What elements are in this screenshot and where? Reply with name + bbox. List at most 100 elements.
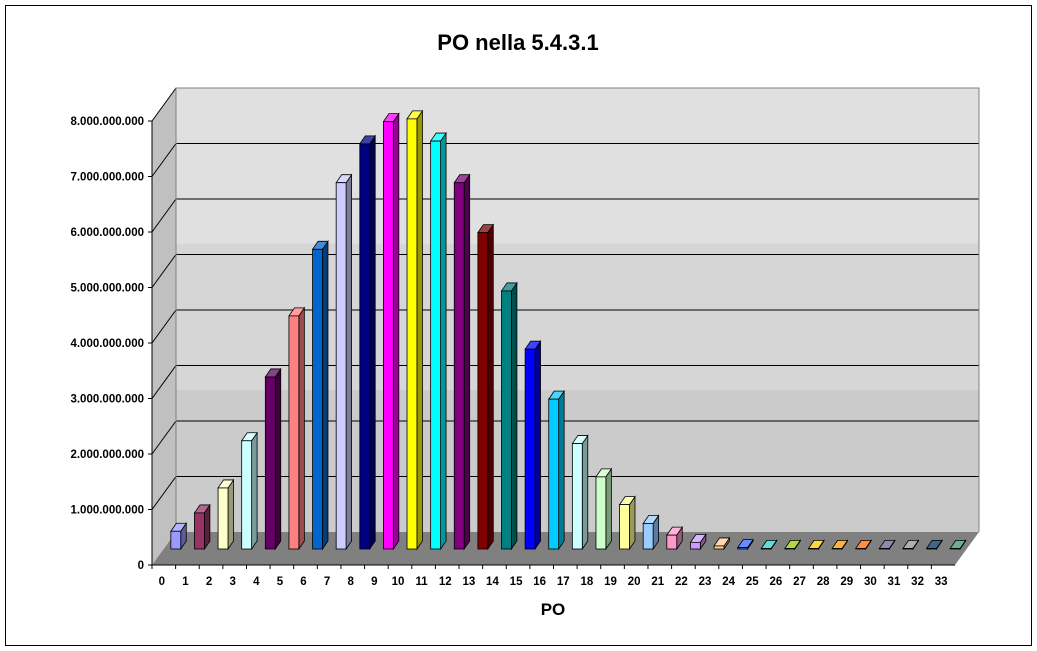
- bar-front: [642, 523, 654, 550]
- bar-side: [392, 112, 400, 551]
- bar-front: [501, 290, 512, 550]
- bar-side: [298, 306, 305, 551]
- y-tick-label: 1.000.000.000: [70, 505, 144, 517]
- bar: [878, 539, 896, 551]
- bar-side: [463, 173, 471, 551]
- bar: [406, 109, 424, 551]
- x-tick-label: 1: [182, 576, 189, 588]
- x-tick-label: 32: [911, 576, 924, 588]
- bar: [382, 112, 400, 551]
- bar-side: [440, 131, 447, 551]
- bar: [595, 467, 613, 551]
- bar-side: [487, 223, 494, 551]
- x-tick-label: 17: [557, 576, 570, 588]
- bar-side: [227, 478, 234, 551]
- bar-side: [274, 367, 282, 551]
- bar-front: [690, 541, 701, 550]
- bar-side: [322, 240, 329, 551]
- bar-side: [629, 495, 636, 551]
- bar-front: [949, 548, 961, 550]
- gridline: [151, 87, 177, 122]
- gridline: [151, 198, 177, 233]
- bar-front: [878, 548, 890, 550]
- chart-title: PO nella 5.4.3.1: [437, 30, 598, 55]
- y-tick-label: 8.000.000.000: [70, 116, 144, 128]
- x-tick-label: 21: [651, 576, 664, 588]
- x-tick-label: 2: [206, 576, 212, 588]
- bar: [477, 223, 495, 551]
- x-tick-label: 29: [840, 576, 853, 588]
- bar-front: [264, 376, 276, 550]
- bar-front: [453, 182, 465, 550]
- x-tick-label: 22: [675, 576, 688, 588]
- plot-area: [151, 87, 980, 565]
- bar-front: [217, 487, 229, 550]
- bar-front: [548, 398, 560, 550]
- bar-side: [605, 467, 612, 551]
- y-tick-label: 2.000.000.000: [70, 449, 144, 461]
- bar: [359, 134, 376, 551]
- x-tick-label: 13: [462, 576, 475, 588]
- bar-front: [359, 143, 371, 550]
- bar: [240, 431, 258, 551]
- wall-outline: [175, 87, 980, 532]
- gridline: [151, 476, 177, 510]
- x-tick-label: 7: [324, 576, 330, 588]
- x-tick-label: 28: [817, 576, 830, 588]
- bar: [713, 536, 731, 551]
- bar-front: [595, 476, 607, 550]
- bar: [524, 339, 542, 551]
- bar-front: [170, 530, 182, 550]
- bar-front: [619, 504, 630, 550]
- gridline: [151, 309, 177, 344]
- x-tick-label: 24: [722, 576, 735, 588]
- x-tick-label: 11: [416, 576, 429, 588]
- bar: [666, 525, 683, 551]
- bar: [831, 539, 849, 551]
- bar: [571, 434, 589, 551]
- y-tick-label: 0: [138, 560, 144, 572]
- x-tick-label: 26: [769, 576, 782, 588]
- y-axis: 0 1.000.000.000 2.000.000.000 3.000.000.000…: [70, 116, 152, 572]
- bar-side: [581, 434, 589, 551]
- bar: [547, 389, 565, 551]
- x-tick-label: 23: [699, 576, 712, 588]
- x-tick-label: 27: [793, 576, 806, 588]
- bar-front: [737, 547, 748, 550]
- bar-front: [666, 534, 678, 550]
- bar: [335, 173, 353, 551]
- x-tick-label: 16: [533, 576, 546, 588]
- bar: [429, 131, 447, 551]
- bar-front: [760, 548, 772, 550]
- y-tick-label: 7.000.000.000: [70, 172, 144, 184]
- bar-side: [345, 173, 352, 551]
- bar-front: [808, 548, 819, 550]
- bar-front: [902, 548, 914, 550]
- gridline: [151, 365, 177, 399]
- bar-front: [383, 121, 394, 550]
- bar: [760, 539, 778, 551]
- bar: [288, 306, 306, 551]
- bar: [217, 478, 235, 551]
- bar-front: [571, 443, 583, 550]
- bar-front: [194, 512, 205, 550]
- x-tick-label: 3: [229, 576, 235, 588]
- gridline: [151, 420, 177, 455]
- back-wall-band: [176, 88, 979, 244]
- bar-side: [369, 134, 376, 551]
- x-tick-label: 30: [864, 576, 877, 588]
- y-tick-label: 4.000.000.000: [70, 338, 144, 350]
- bar-side: [534, 339, 541, 551]
- x-axis: 0 1 2 3 4 5 6 7 8 9 10 11 12 13 14 15 16 17 18 19 20 21 22 23 24…: [151, 564, 955, 588]
- bar: [170, 521, 188, 551]
- bar-front: [241, 440, 253, 550]
- gridline: [151, 254, 177, 288]
- x-tick-label: 8: [348, 576, 355, 588]
- bar: [855, 539, 872, 551]
- x-tick-label: 6: [300, 576, 306, 588]
- bar: [642, 514, 660, 551]
- bar: [311, 240, 329, 551]
- bar-front: [831, 548, 843, 550]
- x-tick-label: 12: [439, 576, 452, 588]
